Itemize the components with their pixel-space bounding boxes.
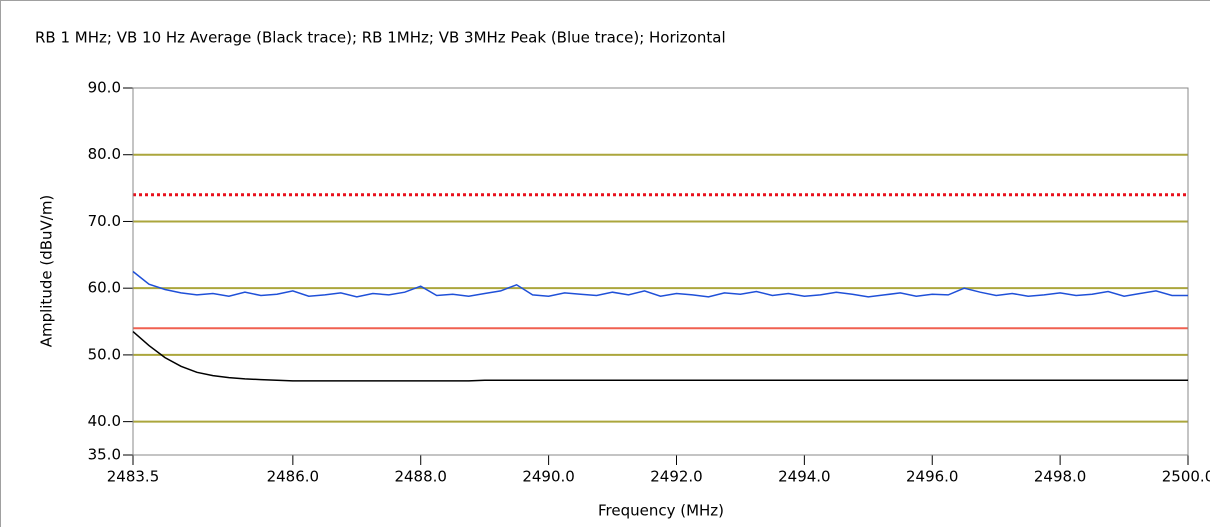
y-tick-label: 70.0 — [88, 212, 121, 230]
y-tick-label: 60.0 — [88, 279, 121, 297]
y-axis-label: Amplitude (dBuV/m) — [38, 195, 56, 348]
x-tick-label: 2483.5 — [107, 468, 160, 486]
y-tick-label: 35.0 — [88, 446, 121, 464]
chart-title: RB 1 MHz; VB 10 Hz Average (Black trace)… — [35, 29, 726, 47]
y-tick-label: 40.0 — [88, 412, 121, 430]
y-tick-label: 90.0 — [88, 79, 121, 97]
x-tick-label: 2486.0 — [267, 468, 320, 486]
x-axis-label: Frequency (MHz) — [598, 502, 724, 520]
x-tick-label: 2490.0 — [522, 468, 575, 486]
trace — [132, 270, 1188, 298]
y-tick-label: 80.0 — [88, 145, 121, 163]
x-tick-label: 2494.0 — [778, 468, 831, 486]
trace — [132, 331, 1188, 382]
x-tick-label: 2498.0 — [1034, 468, 1087, 486]
x-tick-label: 2500.0 — [1162, 468, 1210, 486]
x-tick-label: 2488.0 — [394, 468, 447, 486]
x-tick-label: 2492.0 — [650, 468, 703, 486]
x-tick-label: 2496.0 — [906, 468, 959, 486]
y-tick-label: 50.0 — [88, 345, 121, 363]
